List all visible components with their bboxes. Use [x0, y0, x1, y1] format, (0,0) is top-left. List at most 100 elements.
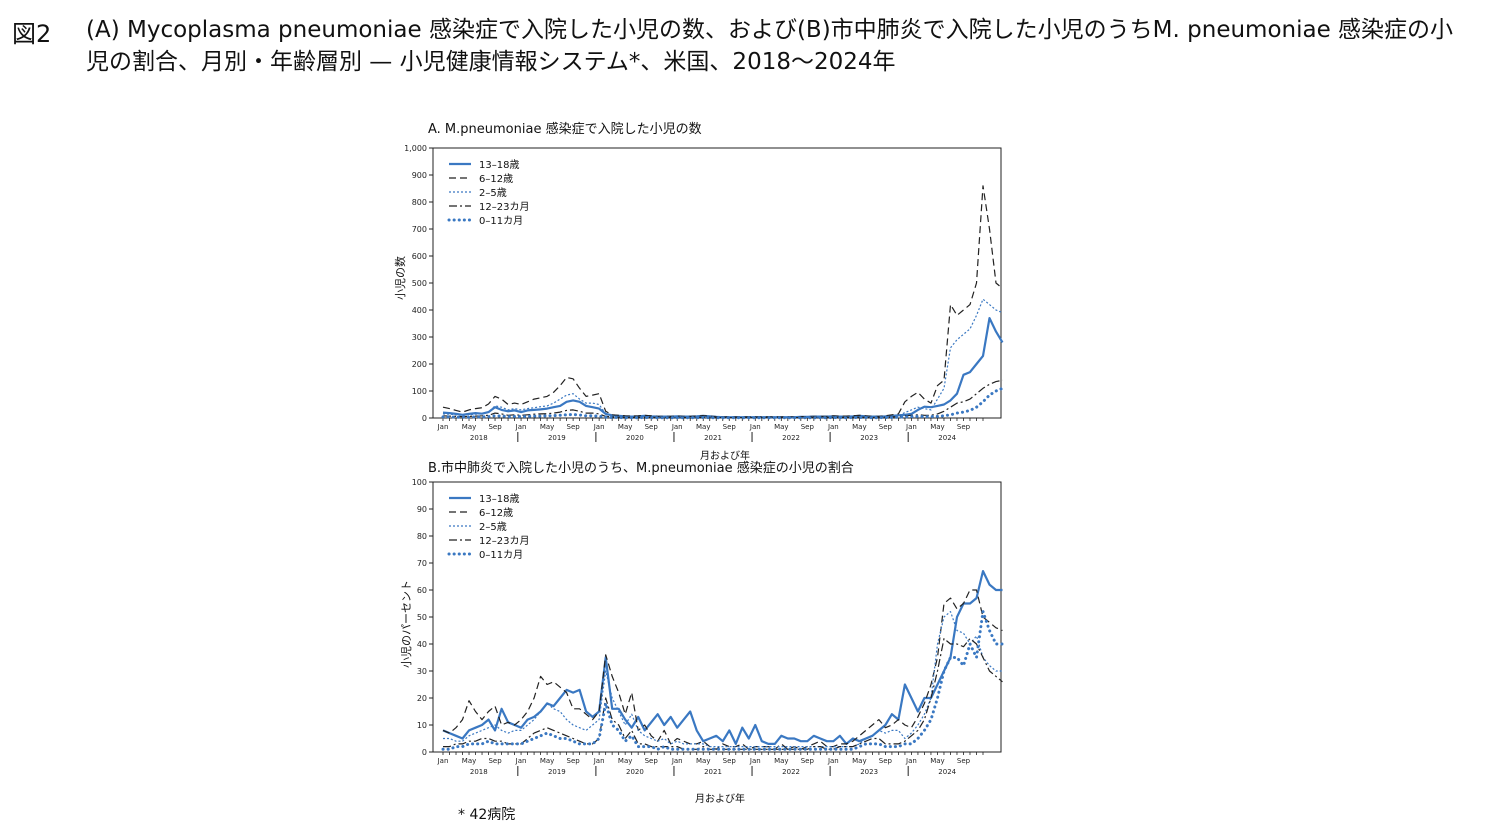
x-tick-label: May: [774, 423, 788, 431]
y-tick-label: 100: [412, 387, 427, 396]
legend-label: 12–23カ月: [479, 535, 529, 547]
y-tick-label: 100: [412, 478, 427, 487]
legend-label: 13–18歳: [479, 159, 519, 171]
x-tick-label: Sep: [879, 757, 893, 765]
legend-label: 0–11カ月: [479, 549, 523, 561]
figure-label: 図2: [12, 20, 52, 48]
y-tick-label: 0: [422, 414, 427, 423]
x-tick-label: Sep: [801, 423, 815, 431]
y-tick-label: 300: [412, 333, 427, 342]
y-tick-label: 70: [417, 559, 427, 568]
x-tick-label: Jan: [671, 423, 683, 431]
series-line-1: [442, 589, 1003, 750]
panel-b-xlabel: 月および年: [695, 794, 745, 805]
x-tick-label: Sep: [957, 423, 971, 431]
x-tick-label: May: [696, 757, 710, 765]
footnote: * 42病院: [458, 807, 516, 823]
series-line-4: [441, 610, 1004, 751]
y-tick-label: 20: [417, 694, 427, 703]
y-tick-label: 50: [417, 613, 427, 622]
y-tick-label: 200: [412, 360, 427, 369]
y-tick-label: 80: [417, 532, 427, 541]
x-tick-label: Sep: [957, 757, 971, 765]
x-tick-label: Sep: [645, 423, 659, 431]
x-tick-label: Jan: [593, 423, 605, 431]
plot-frame: [432, 147, 1002, 419]
y-tick-label: 700: [412, 225, 427, 234]
year-label: 2018: [470, 434, 488, 442]
x-tick-label: Jan: [671, 757, 683, 765]
panel-b-title: B.市中肺炎で入院した小児のうち、M.pneumoniae 感染症の小児の割合: [428, 461, 854, 476]
y-tick-label: 800: [412, 198, 427, 207]
series-line-2: [443, 611, 1003, 748]
year-label: 2019: [548, 434, 566, 442]
year-label: 2021: [704, 434, 722, 442]
year-label: 2023: [860, 768, 878, 776]
y-tick-label: 1,000: [404, 144, 427, 153]
legend-label: 2–5歳: [479, 521, 507, 533]
x-tick-label: Sep: [567, 423, 581, 431]
year-label: 2024: [938, 434, 956, 442]
x-tick-label: May: [774, 757, 788, 765]
y-tick-label: 0: [422, 748, 427, 757]
series-line-4: [441, 386, 1004, 420]
y-tick-label: 90: [417, 505, 427, 514]
year-label: 2024: [938, 768, 956, 776]
legend-label: 6–12歳: [479, 507, 513, 519]
x-tick-label: May: [618, 423, 632, 431]
x-tick-label: Sep: [488, 423, 502, 431]
x-tick-label: Sep: [567, 757, 581, 765]
x-tick-label: Jan: [905, 757, 917, 765]
year-label: 2018: [470, 768, 488, 776]
x-tick-label: Jan: [437, 423, 449, 431]
x-tick-label: Sep: [879, 423, 893, 431]
x-tick-label: Jan: [749, 757, 761, 765]
x-tick-label: Sep: [723, 423, 737, 431]
year-label: 2022: [782, 434, 800, 442]
x-tick-label: May: [852, 423, 866, 431]
year-label: 2019: [548, 768, 566, 776]
x-tick-label: Jan: [593, 757, 605, 765]
x-tick-label: Sep: [488, 757, 502, 765]
year-label: 2021: [704, 768, 722, 776]
x-tick-label: May: [462, 757, 476, 765]
x-tick-label: Jan: [827, 423, 839, 431]
y-tick-label: 40: [417, 640, 427, 649]
y-tick-label: 400: [412, 306, 427, 315]
year-label: 2023: [860, 434, 878, 442]
x-tick-label: Jan: [437, 757, 449, 765]
y-tick-label: 600: [412, 252, 427, 261]
panel-a-xlabel: 月および年: [700, 451, 750, 462]
chart-b: 0 10 20 30 40 50 60 70 80 90 100 Jan May Sep Jan May Sep…: [412, 478, 1004, 776]
x-tick-label: May: [618, 757, 632, 765]
year-label: 2022: [782, 768, 800, 776]
legend-label: 2–5歳: [479, 187, 507, 199]
x-tick-label: May: [930, 757, 944, 765]
x-tick-label: Sep: [723, 757, 737, 765]
y-tick-label: 60: [417, 586, 427, 595]
x-tick-label: May: [852, 757, 866, 765]
series-line-0: [442, 569, 1003, 745]
x-tick-label: Jan: [515, 423, 527, 431]
plot-frame: [432, 481, 1002, 753]
y-tick-label: 30: [417, 667, 427, 676]
legend-label: 0–11カ月: [479, 215, 523, 227]
x-tick-label: May: [540, 423, 554, 431]
series-line-3: [442, 379, 1003, 419]
panel-a-title: A. M.pneumoniae 感染症で入院した小児の数: [428, 122, 702, 137]
year-label: 2020: [626, 768, 644, 776]
figure-title: (A) Mycoplasma pneumoniae 感染症で入院した小児の数、お…: [86, 17, 1454, 75]
legend-label: 6–12歳: [479, 173, 513, 185]
series-line-2: [442, 298, 1003, 419]
y-tick-label: 900: [412, 171, 427, 180]
x-tick-label: Jan: [905, 423, 917, 431]
chart-a: 0 100 200 300 400 500 600 700 800 900 1,000 Jan May S…: [404, 144, 1004, 442]
legend-label: 13–18歳: [479, 493, 519, 505]
x-tick-label: Jan: [749, 423, 761, 431]
x-tick-label: Sep: [801, 757, 815, 765]
x-tick-label: Jan: [515, 757, 527, 765]
year-label: 2020: [626, 434, 644, 442]
x-tick-label: May: [462, 423, 476, 431]
x-tick-label: Sep: [645, 757, 659, 765]
x-tick-label: Jan: [827, 757, 839, 765]
